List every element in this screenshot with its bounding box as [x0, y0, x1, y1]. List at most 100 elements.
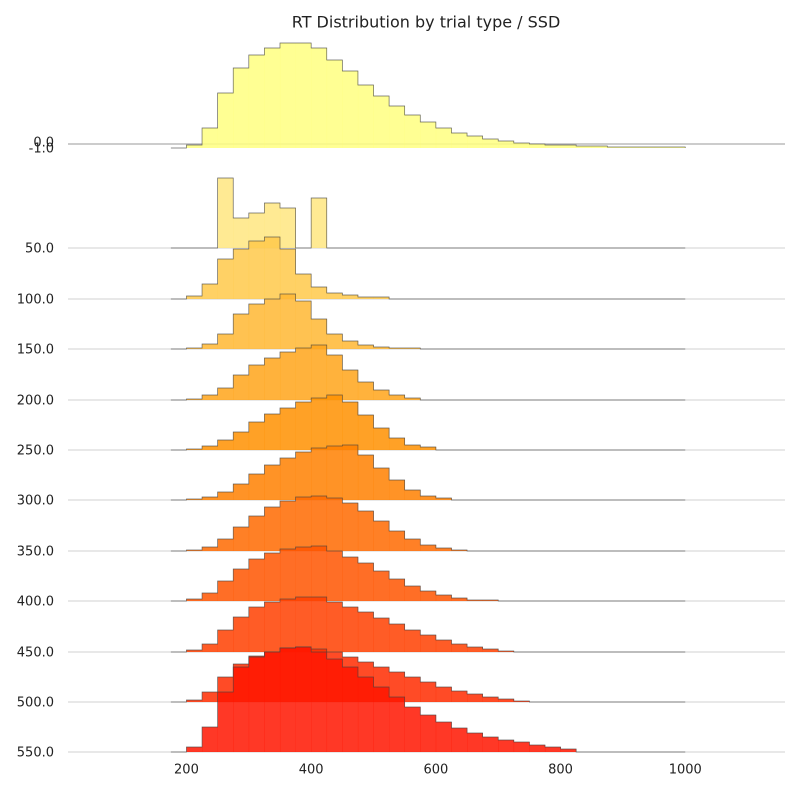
- y-tick-label: 100.0: [17, 293, 54, 308]
- histogram-bar: [217, 178, 234, 248]
- histogram-bar: [186, 650, 203, 652]
- histogram-bar: [467, 694, 483, 702]
- histogram-bar: [420, 496, 437, 500]
- histogram-bar: [264, 553, 281, 601]
- histogram-bar: [373, 618, 390, 652]
- histogram-bar: [326, 498, 343, 551]
- histogram-bar: [326, 395, 343, 450]
- histogram-bar: [342, 295, 359, 299]
- histogram-bar: [373, 571, 390, 601]
- histogram-bar: [389, 348, 405, 349]
- histogram-bar: [233, 569, 250, 601]
- histogram-bar: [529, 144, 546, 148]
- histogram-bar: [202, 344, 218, 349]
- histogram-bar: [186, 550, 203, 551]
- histogram-bar: [217, 630, 234, 652]
- histogram-bar: [342, 445, 359, 500]
- histogram-bar: [357, 297, 374, 299]
- histogram-bar: [326, 293, 343, 299]
- ridge-outline: [170, 545, 686, 602]
- histogram-bar: [311, 597, 328, 652]
- ridge-outline: [170, 646, 686, 753]
- histogram-bar: [264, 507, 281, 551]
- histogram-bar: [435, 595, 452, 601]
- histogram-bar: [420, 715, 437, 752]
- histogram-bar: [295, 497, 312, 551]
- histogram-bar: [233, 68, 250, 148]
- histogram-bar: [342, 557, 359, 601]
- y-tick-label: 200.0: [17, 394, 54, 409]
- histogram-bar: [435, 640, 452, 652]
- histogram-bar: [233, 617, 250, 652]
- ridge-outline: [170, 495, 686, 552]
- histogram-bar: [654, 147, 670, 148]
- histogram-bar: [482, 649, 499, 652]
- histogram-bar: [482, 737, 499, 752]
- histogram-bar: [264, 358, 281, 400]
- histogram-bar: [404, 586, 421, 601]
- histogram-bar: [311, 546, 328, 601]
- histogram-bar: [560, 749, 577, 752]
- ridge-outline: [170, 236, 686, 300]
- histogram-bar: [498, 141, 515, 148]
- histogram-bar: [467, 600, 483, 601]
- histogram-bar: [233, 249, 250, 299]
- histogram-bar: [186, 296, 203, 299]
- histogram-bar: [513, 701, 530, 702]
- histogram-bar: [186, 348, 203, 349]
- chart-title: RT Distribution by trial type / SSD: [292, 13, 561, 32]
- histogram-bar: [326, 355, 343, 400]
- histogram-bar: [544, 145, 561, 148]
- histogram-bar: [404, 630, 421, 652]
- histogram-bar: [357, 345, 374, 349]
- histogram-bar: [186, 499, 203, 500]
- histogram-bar: [233, 432, 250, 450]
- y-tick-label: 400.0: [17, 595, 54, 610]
- histogram-bar: [248, 657, 265, 752]
- histogram-bar: [202, 395, 218, 400]
- histogram-bar: [233, 218, 250, 248]
- y-tick-label: -1.0: [29, 142, 54, 157]
- histogram-bar: [202, 593, 218, 601]
- histogram-bar: [326, 659, 343, 752]
- histogram-bar: [248, 55, 265, 148]
- histogram-bar: [467, 733, 483, 752]
- histogram-bar: [311, 448, 328, 500]
- histogram-bar: [373, 297, 390, 299]
- histogram-bar: [279, 549, 296, 601]
- histogram-bar: [202, 692, 218, 702]
- histogram-bar: [217, 539, 234, 551]
- histogram-bar: [404, 539, 421, 551]
- histogram-bar: [248, 559, 265, 601]
- ridge-outline: [170, 444, 686, 501]
- histogram-bar: [248, 516, 265, 551]
- histogram-bar: [279, 599, 296, 652]
- histogram-bar: [420, 591, 437, 601]
- histogram-bar: [186, 747, 203, 752]
- histogram-bar: [607, 147, 624, 148]
- histogram-bar: [295, 402, 312, 450]
- histogram-bar: [638, 147, 655, 148]
- histogram-bar: [482, 697, 499, 702]
- histogram-bar: [202, 727, 218, 752]
- histogram-bar: [404, 707, 421, 752]
- histogram-bar: [404, 490, 421, 500]
- ridge-outline: [170, 596, 686, 653]
- ridge-outline: [170, 344, 686, 401]
- histogram-bar: [217, 692, 234, 752]
- histogram-bar: [373, 390, 390, 400]
- histogram-bar: [217, 334, 234, 349]
- histogram-bar: [373, 521, 390, 551]
- histogram-bar: [389, 531, 405, 551]
- histogram-bar: [311, 398, 328, 450]
- histogram-bar: [279, 294, 296, 349]
- histogram-bar: [264, 414, 281, 450]
- histogram-bar: [451, 550, 468, 551]
- histogram-bar: [435, 498, 452, 500]
- histogram-bar: [560, 145, 577, 148]
- histogram-bar: [342, 503, 359, 551]
- histogram-bar: [513, 742, 530, 752]
- histogram-bar: [311, 48, 328, 148]
- histogram-bar: [373, 428, 390, 450]
